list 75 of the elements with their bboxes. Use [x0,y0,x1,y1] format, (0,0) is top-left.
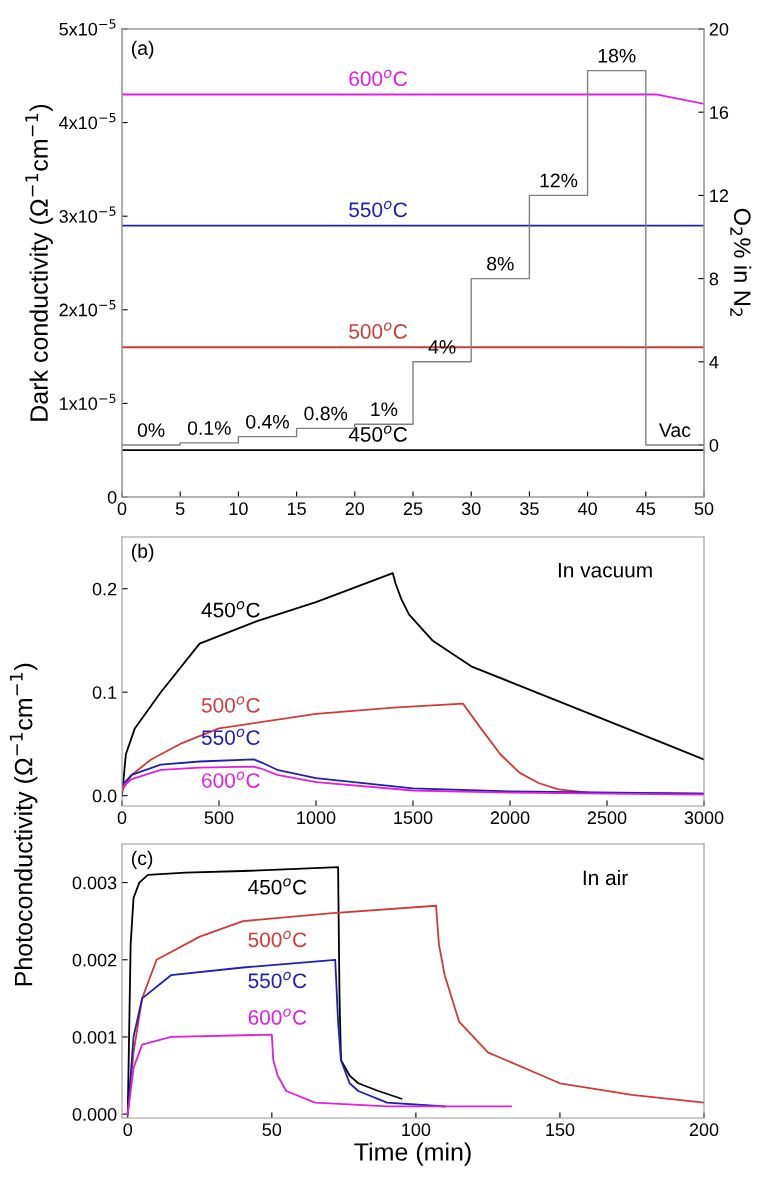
y-axis-title: Dark conductivity (Ω$^{−1}$cm$^{−1}$) [25,104,53,421]
data-label: 0.4% [246,414,289,429]
data-label: 8% [487,256,514,271]
annotation: In air [583,869,628,886]
y-tick-label: 1x10$^{−5}$ [60,393,116,410]
x-tick-label: 0 [117,811,127,825]
x-tick-label: 0 [123,1123,133,1137]
data-label: 12% [540,173,578,188]
y-tick-label: 5x10$^{−5}$ [59,19,116,36]
series-label: 450$^{o}$C [348,425,407,442]
x-tick-label: 500 [204,811,234,825]
y2-tick-label: 16 [710,106,729,119]
data-label: 0.1% [187,421,231,435]
y2-tick-label: 12 [710,189,729,202]
x-tick-label: 10 [229,502,248,516]
series-label: 450$^{o}$C [248,878,307,895]
y-tick-label: 0.001 [72,1030,117,1044]
x-tick-label: 1000 [297,811,336,825]
y2-axis-title: O$_{2}$% in N$_{2}$ [730,208,752,317]
y-tick-label: 2x10$^{−5}$ [59,300,116,317]
x-tick-label: 30 [461,502,481,516]
x-tick-label: 2500 [587,811,627,825]
x-tick-label: 2000 [490,811,530,825]
y-tick-label: 0.0 [92,789,117,803]
y-tick-label: 0.2 [92,582,117,596]
series-label: 500$^{o}$C [201,696,260,713]
y-tick-label: 0.003 [72,876,117,890]
series-label: 550$^{o}$C [201,728,260,745]
y-tick-label: 0.000 [72,1108,117,1121]
x-tick-label: 25 [403,502,423,516]
x-tick-label: 35 [520,502,539,516]
x-tick-label: 15 [287,502,306,516]
series-label: 600$^{o}$C [202,771,260,788]
x-tick-label: 200 [689,1123,719,1137]
x-tick-label: 150 [546,1123,575,1137]
x-tick-label: 45 [636,502,656,516]
series-label: 600$^{o}$C [248,1008,307,1025]
line-series [122,758,704,795]
data-label: Vac [658,423,691,437]
annotation: (b) [131,543,154,562]
line-series [122,765,704,796]
series-label: 600$^{o}$C [349,69,407,87]
annotation: (a) [131,40,154,59]
y-tick-label: 4x10$^{−5}$ [59,112,116,130]
annotation: (c) [131,850,153,869]
x-tick-label: 3000 [684,811,724,825]
y-tick-label: 3x10$^{−5}$ [59,206,116,223]
series-label: 500$^{o}$C [248,930,307,948]
y-tick-label: 0.1 [92,686,117,699]
series-label: 450$^{o}$C [201,601,260,618]
series-label: 550$^{o}$C [248,971,307,989]
y2-tick-label: 8 [709,272,719,286]
x-axis-title: Time (min) [354,1142,471,1166]
x-tick-label: 20 [345,502,365,516]
y-tick-label: 0.002 [72,953,117,967]
line-series [126,1033,512,1116]
x-tick-label: 100 [402,1123,431,1137]
series-label: 550$^{o}$C [349,200,407,218]
y2-tick-label: 0 [709,438,719,452]
x-tick-label: 40 [577,502,597,516]
x-tick-label: 0 [117,502,127,516]
y2-tick-label: 4 [709,355,719,369]
x-tick-label: 50 [694,502,714,516]
y-tick-label: 0 [107,490,117,504]
y-axis-title: Photoconductivity (Ω$^{−1}$cm$^{−1}$) [9,663,38,986]
annotation: In vacuum [558,563,652,578]
data-label: 0.8% [304,406,348,421]
x-tick-label: 50 [262,1123,282,1137]
series-label: 500$^{o}$C [349,322,407,339]
data-label: 18% [598,48,636,63]
data-label: 0% [137,423,165,437]
data-label: 1% [371,402,398,417]
y2-tick-label: 20 [709,22,729,36]
x-tick-label: 1500 [394,811,433,825]
x-tick-label: 5 [175,502,185,516]
